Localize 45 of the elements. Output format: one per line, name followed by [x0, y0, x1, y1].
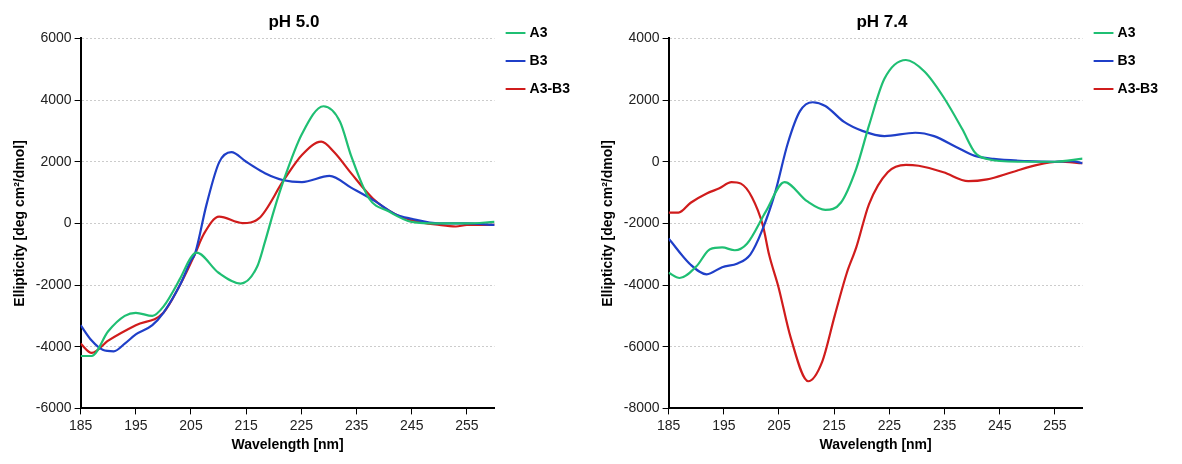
y-axis-title: Ellipticity [deg cm²/dmol]	[599, 140, 616, 307]
line-series	[80, 105, 495, 358]
x-tick-label: 185	[68, 416, 93, 433]
x-tick-label: 215	[822, 416, 847, 433]
y-tick-label: -6000	[35, 399, 72, 416]
y-tick-label: 0	[651, 152, 660, 169]
x-tick-label: 205	[767, 416, 791, 433]
x-tick-label: 255	[1043, 416, 1067, 433]
x-tick-label: 195	[712, 416, 736, 433]
legend-label: A3	[529, 23, 548, 40]
y-tick-label: 2000	[40, 152, 72, 169]
y-tick-label: -8000	[623, 399, 660, 416]
chart-title: pH 7.4	[856, 11, 909, 31]
legend-label: A3-B3	[529, 79, 571, 96]
y-tick-label: 6000	[40, 29, 72, 46]
y-tick-label: -4000	[623, 275, 660, 292]
x-tick-label: 215	[234, 416, 259, 433]
y-axis-title: Ellipticity [deg cm²/dmol]	[11, 140, 28, 307]
x-tick-label: 235	[932, 416, 957, 433]
y-tick-label: 0	[63, 214, 72, 231]
y-tick-label: -2000	[35, 275, 72, 292]
line-series	[668, 101, 1083, 276]
x-tick-label: 185	[656, 416, 681, 433]
y-tick-label: -6000	[623, 337, 660, 354]
x-tick-label: 205	[179, 416, 203, 433]
line-series	[668, 58, 1083, 280]
x-tick-label: 255	[455, 416, 479, 433]
legend-label: A3	[1117, 23, 1136, 40]
x-tick-label: 235	[344, 416, 369, 433]
y-tick-label: -4000	[35, 337, 72, 354]
x-tick-label: 245	[988, 416, 1012, 433]
x-tick-label: 195	[124, 416, 148, 433]
y-tick-label: 4000	[628, 29, 660, 46]
x-tick-label: 225	[289, 416, 314, 433]
x-tick-label: 245	[400, 416, 424, 433]
x-tick-label: 225	[877, 416, 902, 433]
legend-label: B3	[1117, 51, 1136, 68]
y-tick-label: 2000	[628, 90, 660, 107]
x-axis-title: Wavelength [nm]	[231, 436, 344, 453]
chart-title: pH 5.0	[268, 11, 320, 31]
x-axis-title: Wavelength [nm]	[819, 436, 932, 453]
legend-label: A3-B3	[1117, 79, 1159, 96]
y-tick-label: 4000	[40, 90, 72, 107]
legend-label: B3	[529, 51, 548, 68]
y-tick-label: -2000	[623, 214, 660, 231]
